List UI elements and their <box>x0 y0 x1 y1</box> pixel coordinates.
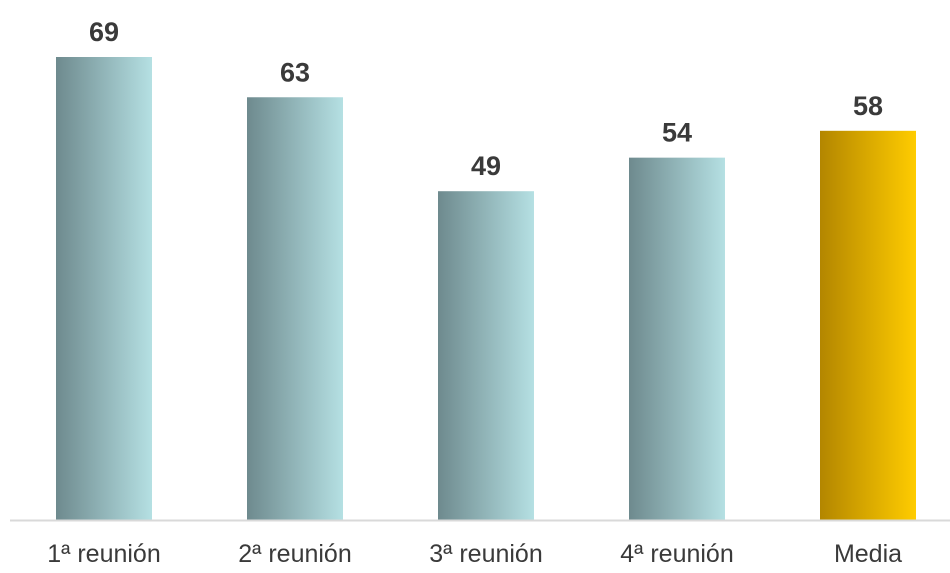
data-label-2-reunio-n: 63 <box>280 57 310 87</box>
x-tick-label-4-reunio-n: 4ª reunión <box>620 540 734 568</box>
x-tick-label-3-reunio-n: 3ª reunión <box>429 540 543 568</box>
bar-media <box>820 130 916 521</box>
data-label-4-reunio-n: 54 <box>662 118 692 148</box>
bar-4-reunio-n <box>629 157 725 521</box>
labels-group: 69 1ª reunión 63 2ª reunión 49 3ª reunión 54 4ª… <box>47 17 902 568</box>
data-label-1-reunio-n: 69 <box>89 17 119 47</box>
bars-group <box>56 57 916 521</box>
bar-1-reunio-n <box>56 57 152 520</box>
x-tick-label-2-reunio-n: 2ª reunión <box>238 540 352 568</box>
x-tick-label-1-reunio-n: 1ª reunión <box>47 540 161 568</box>
bar-3-reunio-n <box>438 191 534 521</box>
x-tick-label-media: Media <box>834 540 902 568</box>
data-label-media: 58 <box>853 91 883 121</box>
data-label-3-reunio-n: 49 <box>471 151 501 181</box>
bar-2-reunio-n <box>247 97 343 521</box>
